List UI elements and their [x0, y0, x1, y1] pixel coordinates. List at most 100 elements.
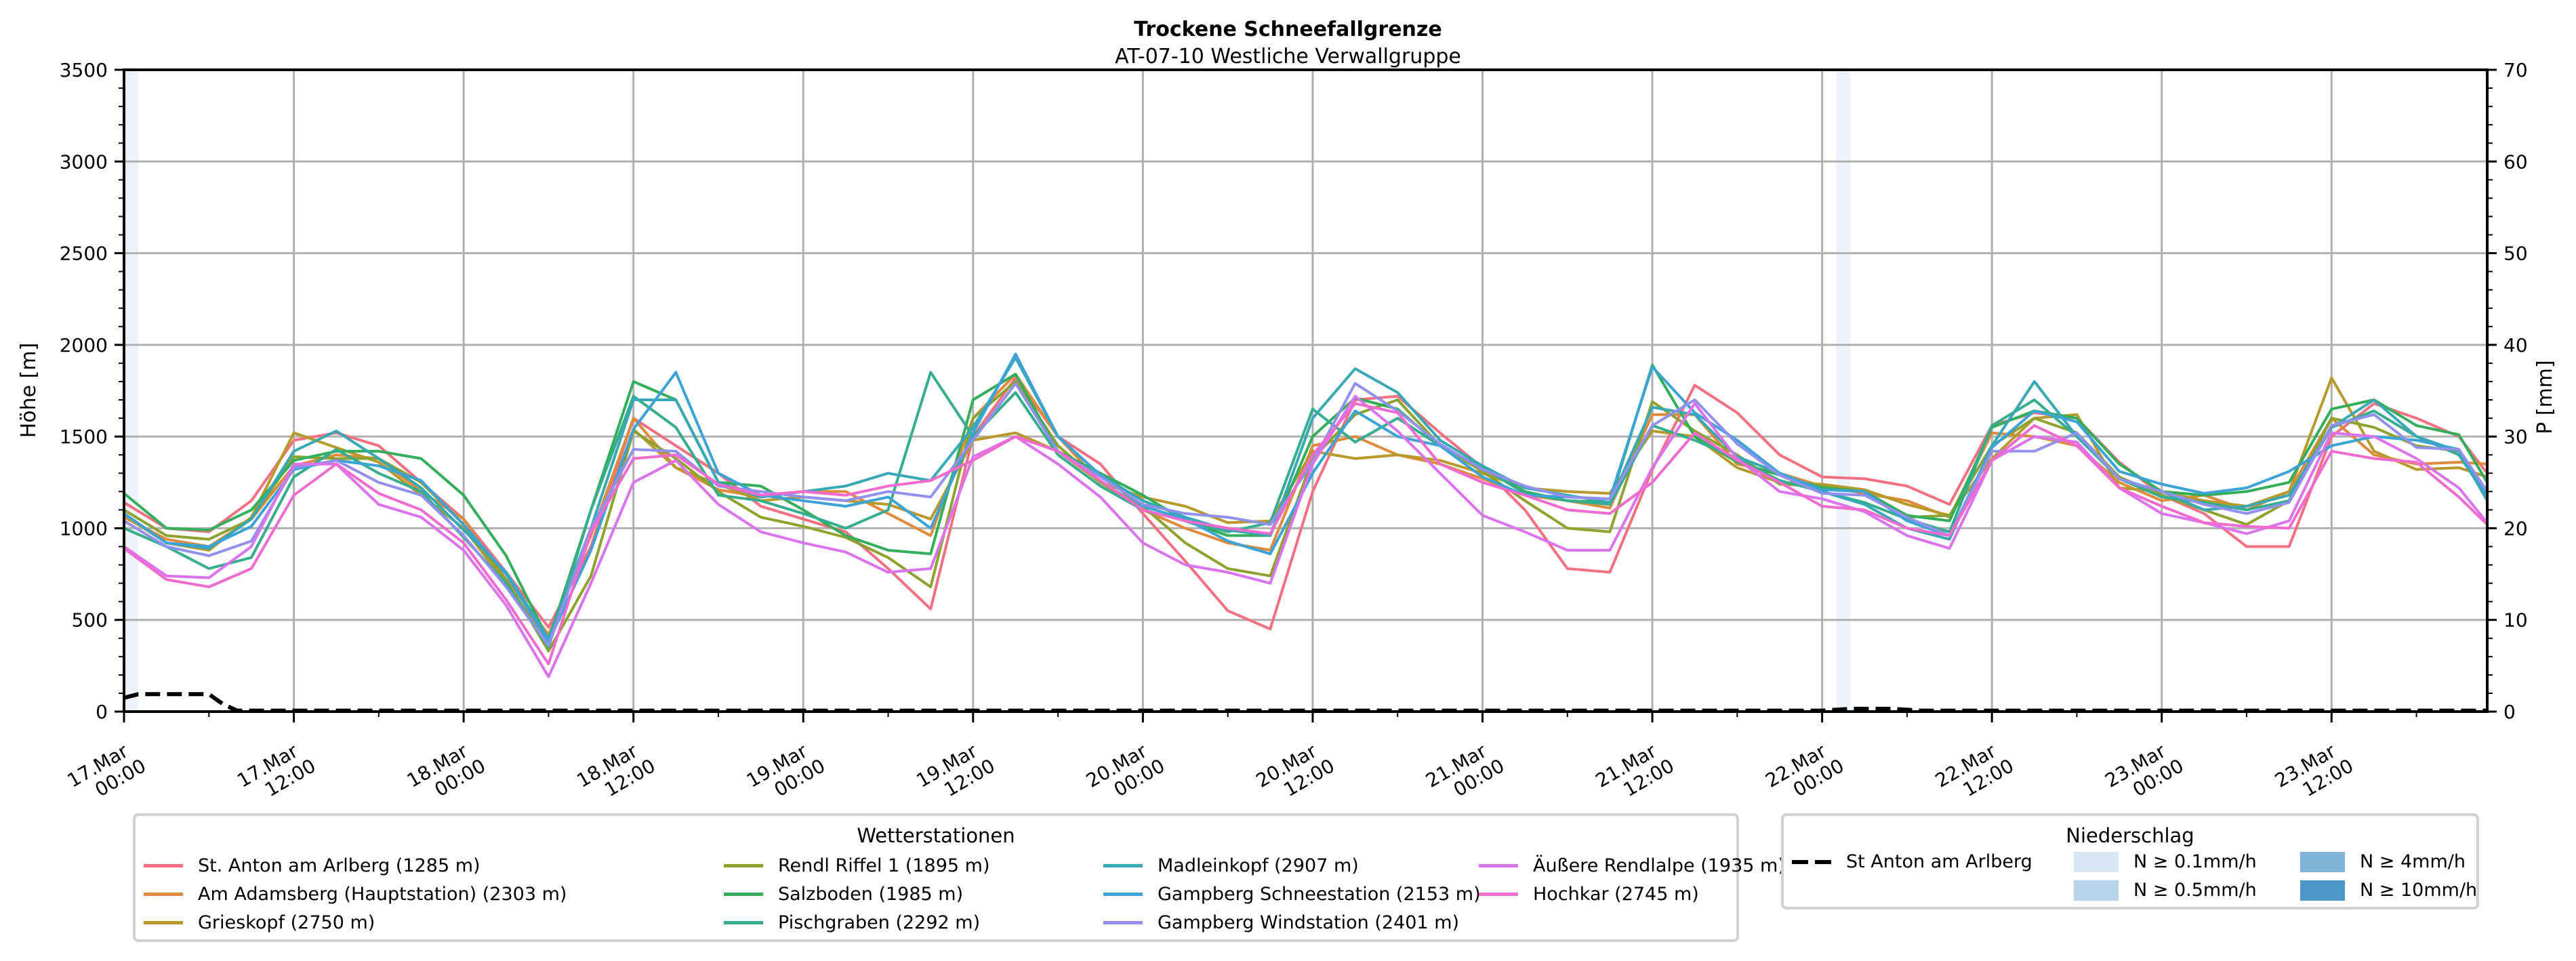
legend-label: N ≥ 0.1mm/h: [2133, 851, 2257, 872]
series-line: [123, 356, 2489, 640]
y2-tick-label: 0: [2503, 701, 2516, 723]
y-tick-label: 2000: [60, 334, 108, 356]
legend-label: Äußere Rendlalpe (1935 m): [1533, 855, 1785, 876]
series-line: [123, 402, 2489, 666]
series-line: [123, 373, 2488, 636]
legend-label: Am Adamsberg (Hauptstation) (2303 m): [198, 884, 567, 905]
legend-label: St. Anton am Arlberg (1285 m): [198, 855, 481, 876]
y2-tick-label: 50: [2503, 243, 2528, 265]
legend-label: Gampberg Schneestation (2153 m): [1158, 884, 1481, 905]
precip-line: [123, 692, 2487, 713]
chart-subtitle: AT-07-10 Westliche Verwallgruppe: [1115, 45, 1461, 68]
precip-line-group: [123, 692, 2487, 713]
legend-label: N ≥ 0.5mm/h: [2133, 880, 2257, 901]
legend-item-precip-class: N ≥ 4mm/h: [2300, 851, 2466, 872]
legend-item-station: Gampberg Windstation (2401 m): [1103, 912, 1459, 933]
legend-item-station: Äußere Rendlalpe (1935 m): [1479, 855, 1785, 876]
grid-lines: [123, 68, 2487, 713]
legend-item-station: St. Anton am Arlberg (1285 m): [144, 855, 481, 876]
line-swatch-icon: [1103, 921, 1143, 924]
line-swatch-icon: [1479, 864, 1518, 867]
line-swatch-icon: [144, 864, 183, 867]
legend-item-station: Am Adamsberg (Hauptstation) (2303 m): [144, 884, 567, 905]
y2-tick-label: 70: [2503, 59, 2528, 81]
legend-item-station: Madleinkopf (2907 m): [1103, 855, 1359, 876]
y-tick-label: 3500: [60, 59, 108, 81]
legend-item-precip-class: N ≥ 0.5mm/h: [2074, 880, 2257, 901]
y2-tick-label: 40: [2503, 334, 2528, 356]
line-swatch-icon: [1103, 864, 1143, 867]
legend-item-station: Hochkar (2745 m): [1479, 884, 1699, 905]
legend-label: Salzboden (1985 m): [778, 884, 964, 905]
line-swatch-icon: [724, 864, 763, 867]
chart-title: Trockene Schneefallgrenze: [1134, 18, 1442, 41]
legend-item-precip-line: St Anton am Arlberg: [1792, 851, 2032, 872]
line-swatch-icon: [724, 921, 763, 924]
legend-precip: Niederschlag St Anton am Arlberg N ≥ 0.1…: [1781, 813, 2479, 909]
legend-item-station: Rendl Riffel 1 (1895 m): [724, 855, 989, 876]
plot-frame: [123, 68, 2489, 713]
swatch-icon: [2300, 851, 2345, 872]
line-swatch-icon: [1479, 893, 1518, 896]
legend-label: Rendl Riffel 1 (1895 m): [778, 855, 990, 876]
legend-label: Madleinkopf (2907 m): [1158, 855, 1359, 876]
legend-item-station: Pischgraben (2292 m): [724, 912, 980, 933]
legend-item-station: Salzboden (1985 m): [724, 884, 963, 905]
legend-item-precip-class: N ≥ 0.1mm/h: [2074, 851, 2257, 872]
y2-tick-label: 60: [2503, 150, 2528, 173]
line-swatch-icon: [1103, 893, 1143, 896]
series-line: [123, 352, 2489, 644]
swatch-icon: [2300, 880, 2345, 901]
series-line: [123, 363, 2489, 642]
axes: 0 500 1000 1500 2000 2500 3000 3500 0 10 20 30 40 50 6…: [60, 59, 2528, 801]
y-tick-label: 2500: [60, 243, 108, 265]
dashed-line-icon: [1792, 859, 1831, 864]
legend-label: N ≥ 10mm/h: [2360, 880, 2478, 901]
legend-item-station: Gampberg Schneestation (2153 m): [1103, 884, 1481, 905]
legend-label: Grieskopf (2750 m): [198, 912, 375, 933]
y-tick-label: 1500: [60, 426, 108, 448]
y-tick-label: 0: [96, 701, 108, 723]
legend-item-station: Grieskopf (2750 m): [144, 912, 375, 933]
y2-tick-label: 10: [2503, 609, 2528, 632]
legend-stations: Wetterstationen St. Anton am Arlberg (12…: [133, 813, 1785, 942]
legend-item-precip-class: N ≥ 10mm/h: [2300, 880, 2477, 901]
y-tick-label: 500: [72, 609, 108, 632]
precip-band: [124, 70, 138, 712]
series-lines: [123, 352, 2489, 678]
legend-label: St Anton am Arlberg: [1846, 851, 2032, 872]
y2-tick-label: 30: [2503, 426, 2528, 448]
y-tick-label: 3000: [60, 150, 108, 173]
legend-stations-title: Wetterstationen: [857, 824, 1015, 847]
legend-label: N ≥ 4mm/h: [2360, 851, 2466, 872]
legend-label: Hochkar (2745 m): [1533, 884, 1699, 905]
legend-precip-title: Niederschlag: [2066, 824, 2194, 847]
legend-label: Pischgraben (2292 m): [778, 912, 981, 933]
line-swatch-icon: [144, 921, 183, 924]
legend-label: Gampberg Windstation (2401 m): [1158, 912, 1460, 933]
swatch-icon: [2074, 880, 2119, 901]
line-swatch-icon: [724, 893, 763, 896]
series-line: [123, 376, 2489, 631]
line-swatch-icon: [144, 893, 183, 896]
y-tick-label: 1000: [60, 517, 108, 539]
swatch-icon: [2074, 851, 2119, 872]
y2-axis-label: P [mm]: [2533, 360, 2557, 434]
y-axis-label: Höhe [m]: [17, 343, 41, 438]
y2-tick-label: 20: [2503, 517, 2528, 539]
